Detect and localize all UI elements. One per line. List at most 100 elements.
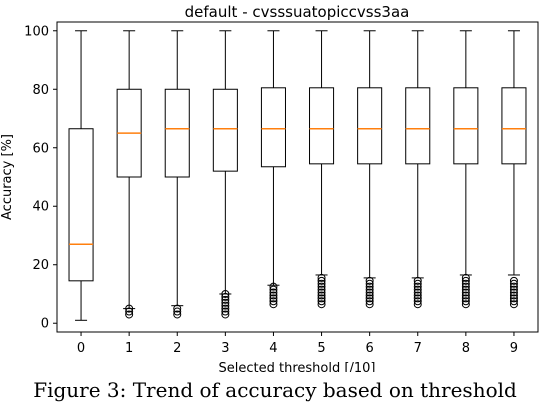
outlier-point (317, 282, 326, 291)
y-tick-label: 80 (32, 83, 49, 98)
outlier-point (413, 285, 422, 294)
x-tick-label: 8 (462, 341, 470, 356)
outlier-point (317, 300, 326, 309)
outlier-point (173, 307, 182, 316)
outlier-point (365, 276, 374, 285)
outlier-point (365, 300, 374, 309)
iqr-box (501, 87, 527, 165)
outlier-point (269, 282, 278, 291)
box-0 (68, 30, 94, 321)
outlier-point (413, 288, 422, 297)
outlier-point (413, 300, 422, 309)
x-tick-label: 9 (510, 341, 518, 356)
outlier-point (365, 294, 374, 303)
outlier-point (317, 291, 326, 300)
outlier-point (509, 291, 518, 300)
outlier-point (509, 282, 518, 291)
outlier-point (509, 300, 518, 309)
x-tick-label: 1 (125, 341, 133, 356)
x-tick-label: 3 (221, 341, 229, 356)
outlier-point (365, 291, 374, 300)
box-6 (357, 30, 383, 309)
y-tick-label: 0 (41, 317, 49, 332)
outlier-point (413, 294, 422, 303)
outlier-point (461, 294, 470, 303)
outlier-point (125, 307, 134, 316)
outlier-point (365, 288, 374, 297)
plot-frame (56, 21, 539, 333)
outlier-point (413, 279, 422, 288)
outlier-point (461, 297, 470, 306)
outlier-point (509, 279, 518, 288)
iqr-box (405, 87, 431, 165)
outlier-point (365, 282, 374, 291)
outlier-point (317, 297, 326, 306)
outlier-point (221, 304, 230, 313)
outlier-point (461, 279, 470, 288)
outlier-point (413, 282, 422, 291)
outlier-point (317, 294, 326, 303)
y-tick-label: 100 (24, 24, 49, 39)
outlier-point (461, 273, 470, 282)
outlier-point (413, 297, 422, 306)
x-axis-label: Selected threshold [/10] (219, 361, 376, 372)
iqr-box (68, 128, 94, 282)
box-3 (212, 30, 238, 319)
outlier-point (461, 288, 470, 297)
outlier-point (221, 310, 230, 319)
box-8 (453, 30, 479, 309)
figure-caption: Figure 3: Trend of accuracy based on thr… (33, 378, 517, 402)
outlier-point (125, 304, 134, 313)
outlier-point (413, 276, 422, 285)
outlier-point (221, 292, 230, 301)
boxplot-chart: default - cvsssuatopiccvss3aa Accuracy [… (0, 3, 539, 372)
outlier-point (221, 298, 230, 307)
outlier-point (269, 285, 278, 294)
x-tick-label: 2 (173, 341, 181, 356)
box-5 (309, 30, 335, 309)
outlier-point (173, 310, 182, 319)
iqr-box (453, 87, 479, 165)
box-4 (260, 30, 286, 309)
outlier-point (509, 294, 518, 303)
y-tick-label: 20 (32, 258, 49, 273)
box-1 (116, 30, 142, 319)
x-tick-label: 4 (269, 341, 277, 356)
outlier-point (269, 291, 278, 300)
outlier-point (461, 291, 470, 300)
outlier-point (461, 276, 470, 285)
outlier-point (509, 285, 518, 294)
outlier-point (173, 304, 182, 313)
box-9 (501, 30, 527, 309)
outlier-point (317, 288, 326, 297)
y-tick-label: 40 (32, 200, 49, 215)
x-tick-label: 5 (317, 341, 325, 356)
y-tick-label: 60 (32, 141, 49, 156)
outlier-point (221, 301, 230, 310)
outlier-point (269, 297, 278, 306)
outlier-point (269, 300, 278, 309)
y-axis-label: Accuracy [%] (0, 134, 15, 220)
outlier-point (461, 300, 470, 309)
outlier-point (221, 307, 230, 316)
y-axis-ticks: 0 20 40 60 80 100 (24, 24, 57, 332)
outlier-point (365, 285, 374, 294)
outlier-point (269, 288, 278, 297)
x-axis-ticks: 0 1 2 3 4 5 6 7 8 9 (77, 332, 518, 356)
chart-title: default - cvsssuatopiccvss3aa (185, 3, 410, 21)
outlier-point (317, 279, 326, 288)
outlier-point (413, 291, 422, 300)
iqr-box (309, 87, 335, 165)
boxes (68, 30, 527, 321)
outlier-point (317, 285, 326, 294)
x-tick-label: 0 (77, 341, 85, 356)
outlier-point (461, 285, 470, 294)
x-tick-label: 7 (414, 341, 422, 356)
outlier-point (509, 288, 518, 297)
outlier-point (509, 297, 518, 306)
outlier-point (221, 289, 230, 298)
iqr-box (212, 88, 238, 172)
iqr-box (357, 87, 383, 165)
box-7 (405, 30, 431, 309)
outlier-point (365, 297, 374, 306)
